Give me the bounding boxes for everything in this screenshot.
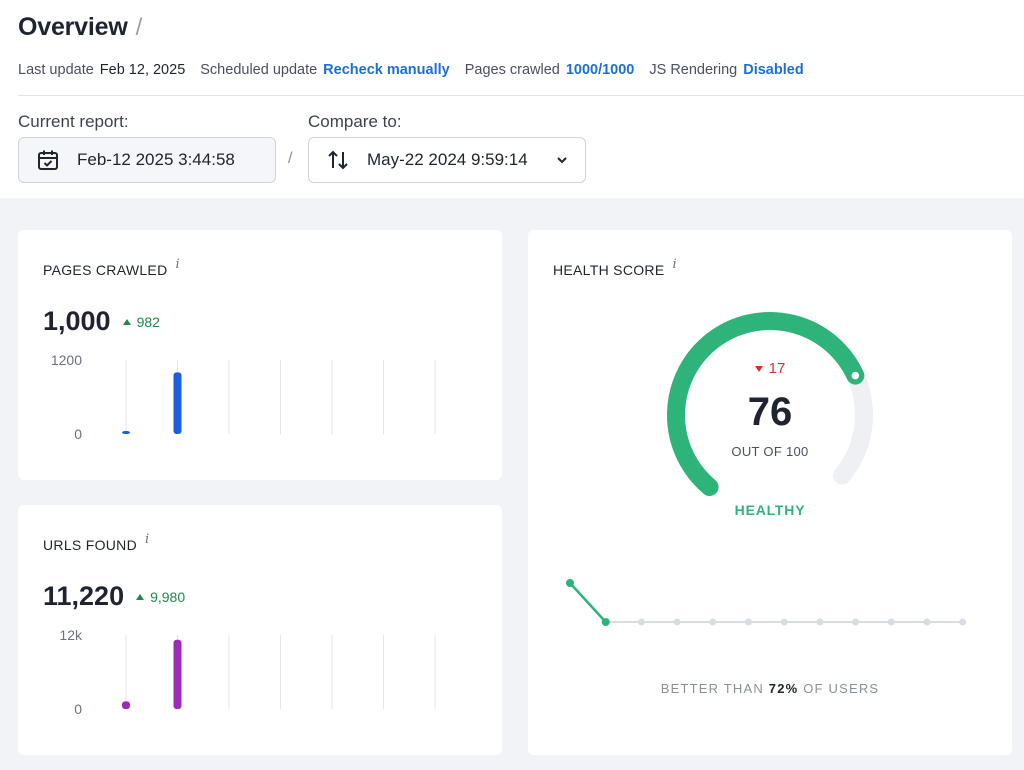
arrow-down-icon — [754, 366, 763, 373]
last-update-value: Feb 12, 2025 — [99, 62, 186, 78]
urls-found-chart: 12k 0 — [59, 627, 436, 717]
health-score-delta-value: 17 — [768, 360, 786, 377]
arrow-up-icon — [122, 318, 131, 325]
current-report-label: Current report: — [18, 112, 129, 131]
calendar-check-icon — [35, 147, 61, 173]
trend-point[interactable] — [923, 618, 931, 626]
health-score-title: HEALTH SCORE — [553, 262, 665, 278]
pages-crawled-delta-value: 982 — [136, 313, 160, 330]
current-report-value: Feb-12 2025 3:44:58 — [77, 150, 235, 169]
js-rendering-label: JS Rendering — [649, 62, 738, 78]
swap-vertical-icon — [325, 147, 351, 173]
pages-crawled-title: PAGES CRAWLED — [43, 262, 168, 278]
health-score-title-row: HEALTH SCORE i — [553, 257, 677, 278]
dashboard-area: PAGES CRAWLED i 1,000 982 1200 0 URLS FOU… — [0, 198, 1024, 770]
health-score-delta: 17 — [528, 360, 1012, 377]
trend-point[interactable] — [745, 618, 752, 626]
report-header: Overview / Last update Feb 12, 2025 Sche… — [0, 0, 1024, 198]
health-trend-chart — [566, 579, 967, 626]
pages-crawled-value: 1,000 — [43, 306, 111, 336]
pages-crawled-ytick-min: 0 — [74, 426, 82, 442]
pages-crawled-chart: 1200 0 — [51, 352, 436, 442]
chevron-down-icon — [555, 152, 569, 166]
better-than-suffix: OF USERS — [803, 681, 880, 696]
compare-to-label: Compare to: — [308, 112, 402, 131]
arrow-up-icon — [136, 593, 145, 600]
pages-crawled-bar[interactable] — [173, 372, 182, 434]
pages-crawled-delta: 982 — [122, 313, 160, 330]
recheck-manually-link[interactable]: Recheck manually — [323, 62, 450, 78]
trend-point[interactable] — [601, 618, 610, 626]
trend-point[interactable] — [780, 618, 788, 626]
health-score-value: 76 — [747, 390, 793, 434]
urls-found-bar[interactable] — [122, 701, 130, 709]
trend-point[interactable] — [816, 618, 824, 626]
pages-crawled-title-row: PAGES CRAWLED i — [43, 257, 180, 278]
breadcrumb-separator: / — [135, 14, 143, 41]
header-divider — [18, 95, 1024, 96]
info-icon[interactable]: i — [672, 257, 677, 272]
pages-crawled-ytick-max: 1200 — [51, 352, 82, 368]
urls-found-bar[interactable] — [173, 639, 182, 709]
pages-crawled-bar[interactable] — [122, 431, 130, 434]
pages-crawled-card[interactable]: PAGES CRAWLED i 1,000 982 1200 0 — [18, 230, 502, 480]
better-than-prefix: BETTER THAN — [660, 681, 764, 696]
page-title: Overview — [18, 13, 128, 41]
urls-found-delta: 9,980 — [136, 589, 185, 605]
urls-found-title-row: URLS FOUND i — [43, 532, 149, 553]
info-icon[interactable]: i — [175, 257, 180, 272]
trend-point[interactable] — [959, 618, 967, 626]
info-icon[interactable]: i — [145, 532, 150, 547]
health-status: HEALTHY — [734, 502, 806, 518]
urls-found-value-row: 11,220 9,980 — [43, 581, 185, 612]
better-than-value: 72% — [768, 681, 799, 696]
pages-crawled-link[interactable]: 1000/1000 — [565, 62, 635, 78]
urls-found-delta-value: 9,980 — [150, 588, 186, 605]
trend-point[interactable] — [566, 579, 574, 587]
title-row: Overview / — [18, 13, 142, 42]
js-rendering-link[interactable]: Disabled — [743, 62, 804, 78]
gauge-marker — [849, 369, 862, 382]
trend-line — [569, 582, 607, 623]
urls-found-value: 11,220 — [43, 581, 125, 611]
urls-found-card[interactable]: URLS FOUND i 11,220 9,980 12k 0 — [18, 505, 502, 755]
current-report-selector[interactable]: Feb-12 2025 3:44:58 — [18, 137, 276, 183]
trend-point[interactable] — [852, 618, 860, 626]
urls-found-ytick-min: 0 — [74, 701, 82, 717]
pages-crawled-value-row: 1,000 982 — [43, 306, 160, 337]
compare-to-value: May-22 2024 9:59:14 — [367, 150, 528, 169]
trend-point[interactable] — [709, 618, 717, 626]
trend-point[interactable] — [673, 618, 681, 626]
trend-point[interactable] — [887, 618, 895, 626]
pages-crawled-label: Pages crawled — [464, 62, 560, 78]
gauge-fill — [667, 312, 865, 497]
better-than-text: BETTER THAN 72% OF USERS — [528, 681, 1012, 696]
meta-row: Last update Feb 12, 2025 Scheduled updat… — [18, 62, 819, 78]
scheduled-update-label: Scheduled update — [200, 62, 318, 78]
compare-to-dropdown[interactable]: May-22 2024 9:59:14 — [308, 137, 586, 183]
health-gauge — [667, 312, 873, 497]
trend-point[interactable] — [637, 618, 645, 626]
urls-found-ytick-max: 12k — [59, 627, 83, 643]
last-update-label: Last update — [18, 62, 94, 78]
health-score-out-of: OUT OF 100 — [731, 444, 809, 459]
health-score-card[interactable]: HEALTH SCORE i 17 76 OUT OF 100 HEALTHY … — [528, 230, 1012, 755]
report-separator: / — [288, 150, 293, 167]
urls-found-title: URLS FOUND — [43, 537, 138, 553]
